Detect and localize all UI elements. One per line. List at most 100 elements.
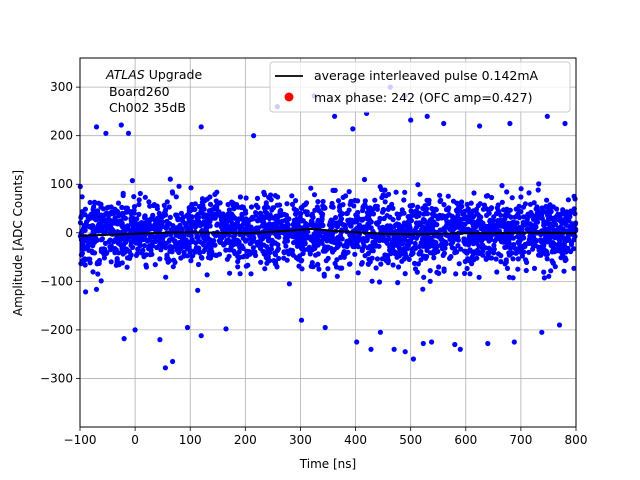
sample-point — [176, 233, 182, 240]
sample-point — [486, 250, 492, 256]
sample-point — [458, 246, 464, 252]
sample-point — [92, 200, 98, 206]
sample-point — [152, 262, 158, 268]
sample-point — [455, 243, 461, 249]
sample-point — [239, 243, 245, 249]
sample-point — [82, 257, 88, 263]
sample-point — [485, 193, 491, 199]
sample-point — [365, 205, 371, 211]
sample-point — [278, 207, 284, 214]
sample-point — [437, 212, 443, 218]
sample-point — [440, 252, 446, 258]
sample-point — [113, 237, 119, 243]
sample-point — [377, 215, 383, 221]
sample-point — [513, 206, 519, 212]
outlier-point — [452, 341, 458, 348]
sample-point — [377, 184, 383, 190]
sample-point — [364, 214, 370, 220]
sample-point — [290, 252, 296, 258]
sample-point — [302, 201, 309, 207]
sample-point — [459, 221, 465, 227]
sample-point — [441, 266, 447, 272]
outlier-point — [424, 113, 430, 119]
sample-point — [137, 190, 143, 197]
sample-point — [189, 214, 195, 220]
sample-point — [226, 240, 232, 246]
sample-point — [374, 203, 380, 209]
sample-point — [239, 212, 245, 218]
y-tick-label: 100 — [50, 177, 73, 191]
sample-point — [488, 206, 494, 212]
sample-point — [104, 217, 111, 223]
sample-point — [284, 238, 291, 244]
sample-point — [342, 225, 349, 231]
sample-point — [170, 223, 176, 229]
sample-point — [200, 219, 206, 225]
sample-point — [466, 238, 472, 244]
sample-point — [560, 207, 566, 213]
sample-point — [335, 236, 342, 243]
sample-point — [386, 191, 392, 197]
sample-point — [192, 249, 198, 255]
sample-point — [113, 247, 119, 253]
sample-point — [215, 221, 221, 227]
sample-point — [480, 252, 486, 258]
outlier-point — [298, 317, 305, 323]
sample-point — [376, 238, 382, 244]
sample-point — [504, 212, 510, 218]
sample-point — [348, 223, 354, 229]
x-axis-label: Time [ns] — [299, 457, 356, 471]
sample-point — [474, 250, 480, 256]
sample-point — [297, 253, 303, 259]
sample-point — [461, 211, 467, 217]
sample-point — [167, 214, 173, 220]
sample-point — [108, 259, 114, 265]
sample-point — [295, 241, 301, 247]
sample-point — [281, 255, 287, 261]
sample-point — [234, 239, 240, 245]
sample-point — [148, 225, 154, 231]
board-label: Board260 — [109, 84, 170, 99]
sample-point — [330, 249, 336, 255]
sample-point — [330, 187, 336, 193]
sample-point — [102, 249, 109, 255]
sample-point — [531, 200, 537, 206]
sample-point — [118, 242, 124, 248]
sample-point — [276, 255, 282, 262]
sample-point — [270, 205, 276, 211]
sample-point — [448, 254, 454, 260]
sample-point — [82, 212, 88, 218]
sample-point — [274, 225, 280, 231]
sample-point — [214, 189, 220, 195]
outlier-point — [251, 133, 257, 139]
sample-point — [541, 275, 548, 281]
sample-point — [535, 187, 541, 193]
sample-point — [548, 268, 554, 274]
sample-point — [446, 212, 452, 218]
y-tick-label: −200 — [40, 323, 73, 337]
sample-point — [170, 264, 176, 270]
sample-point — [478, 219, 484, 225]
sample-point — [389, 201, 395, 207]
sample-point — [213, 232, 219, 238]
sample-point — [262, 192, 268, 198]
sample-point — [394, 211, 400, 217]
sample-point — [102, 240, 109, 246]
sample-point — [518, 186, 524, 192]
sample-point — [104, 205, 110, 211]
sample-point — [504, 189, 510, 195]
sample-point — [402, 250, 408, 256]
sample-point — [284, 201, 290, 207]
sample-point — [420, 286, 426, 292]
sample-point — [304, 211, 310, 218]
sample-point — [410, 202, 416, 208]
y-tick-label: −100 — [40, 274, 73, 288]
sample-point — [103, 224, 109, 230]
sample-point — [547, 223, 553, 229]
sample-point — [256, 216, 262, 222]
sample-point — [210, 215, 216, 221]
sample-point — [476, 274, 482, 280]
sample-point — [237, 194, 243, 200]
sample-point — [453, 271, 459, 277]
sample-point — [157, 235, 163, 241]
